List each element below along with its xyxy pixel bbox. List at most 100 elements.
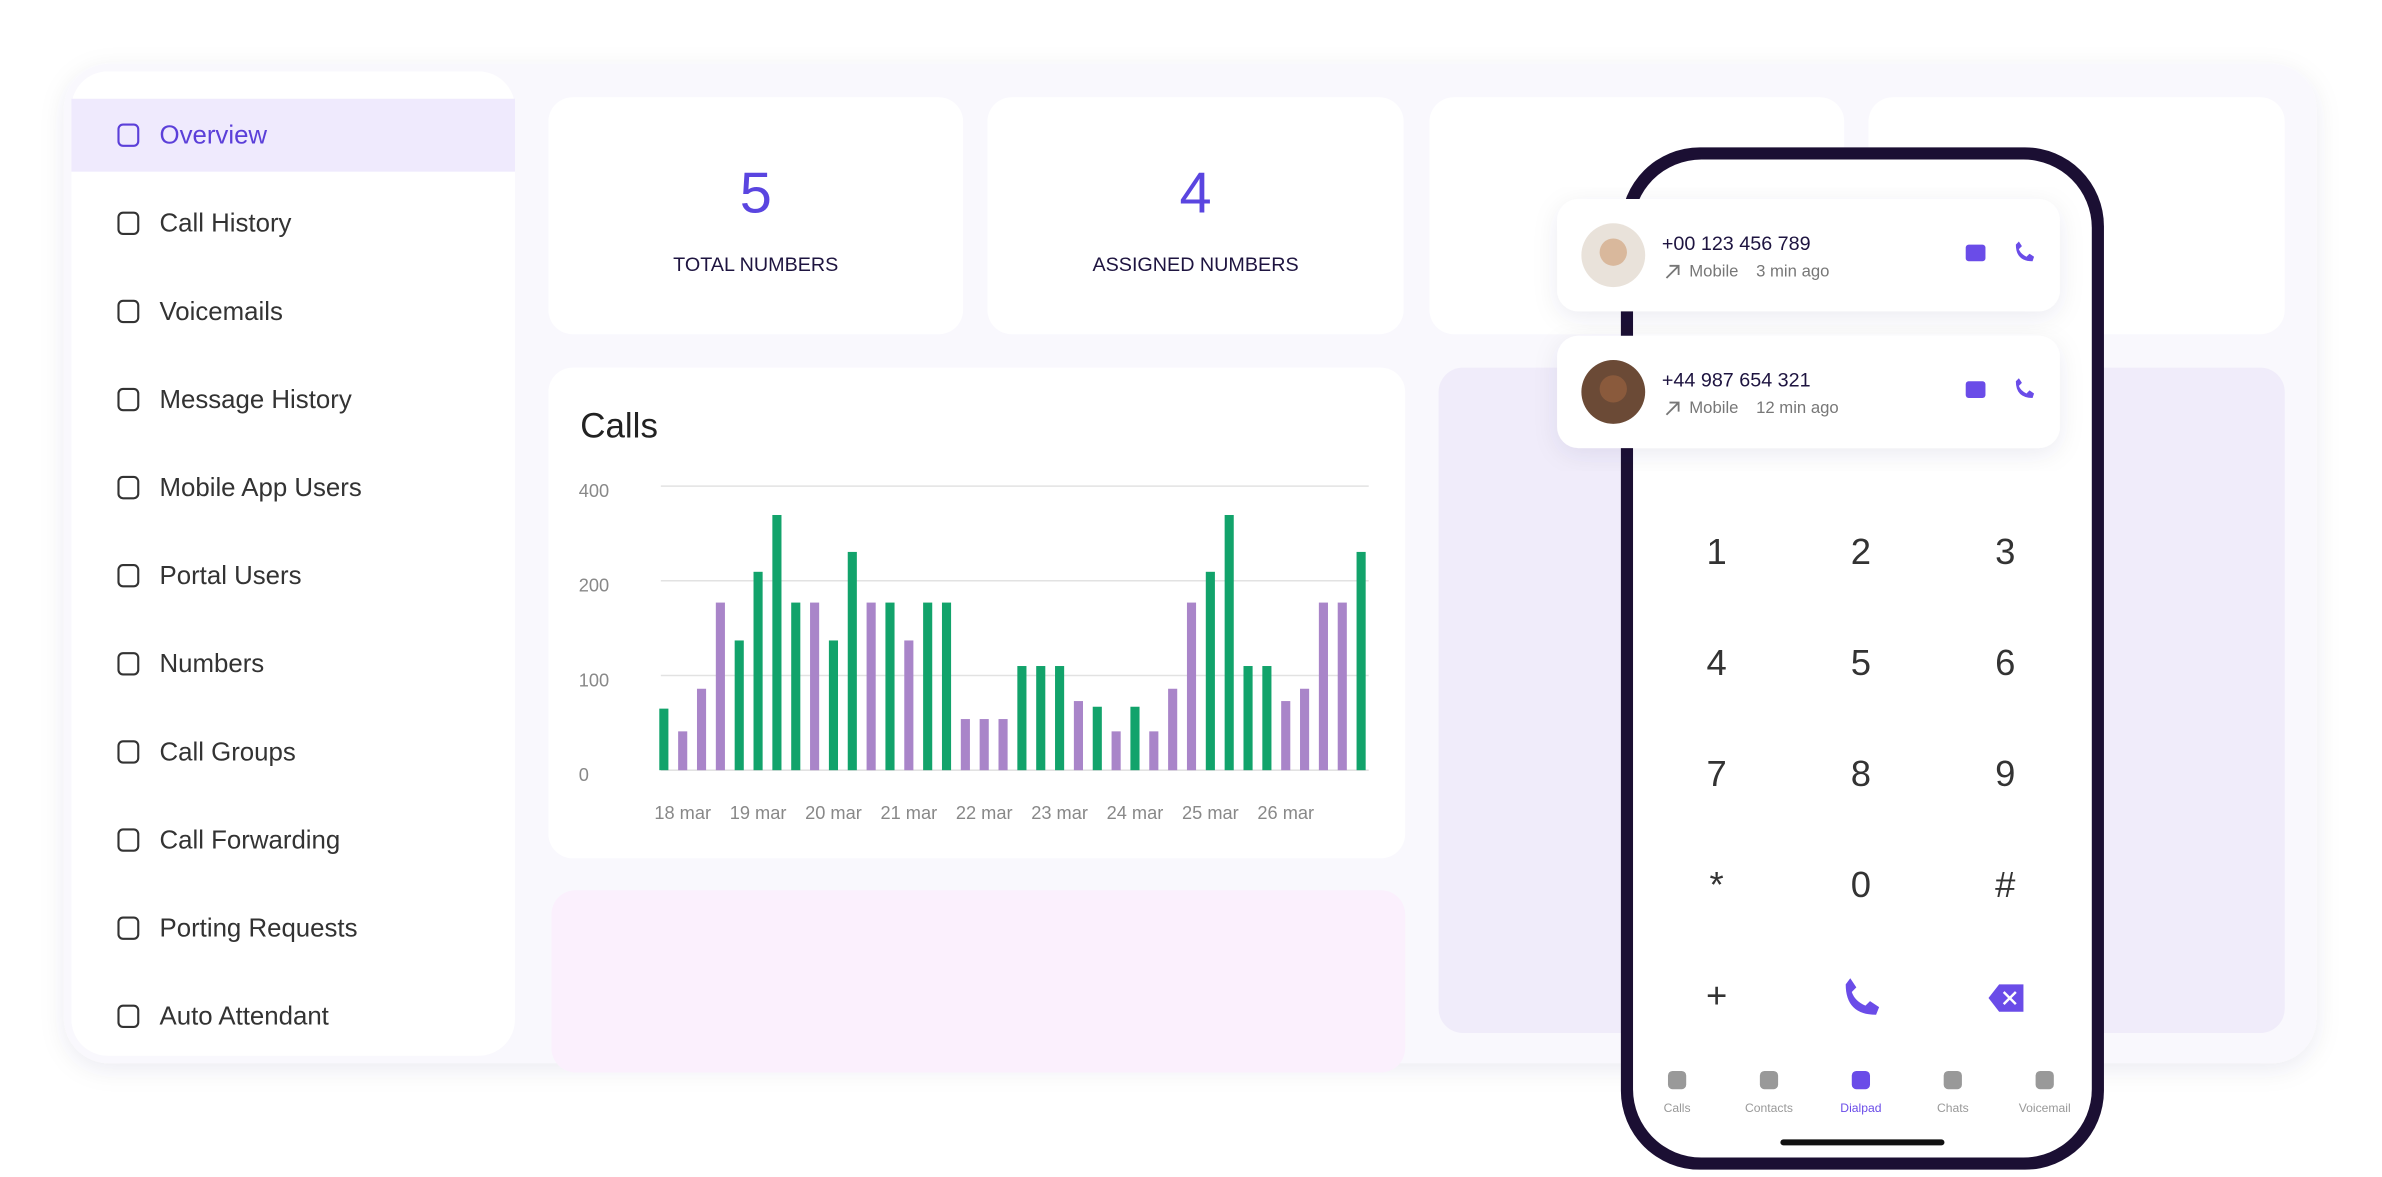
nav-icon bbox=[1759, 1070, 1779, 1090]
menu-label: Voicemails bbox=[160, 298, 283, 326]
dial-key[interactable]: 2 bbox=[1851, 531, 1871, 572]
sidebar-item[interactable]: Voicemails bbox=[117, 298, 283, 326]
dial-key[interactable]: 9 bbox=[1995, 753, 2015, 794]
y-tick-label: 100 bbox=[579, 670, 609, 690]
backspace-button[interactable] bbox=[1988, 984, 2024, 1012]
nav-label: Chats bbox=[1937, 1101, 1969, 1115]
nav-icon bbox=[1851, 1070, 1871, 1090]
bar bbox=[1281, 701, 1291, 771]
pink-card bbox=[551, 890, 1406, 1073]
dial-key[interactable]: 1 bbox=[1706, 531, 1726, 572]
sidebar-item[interactable]: Portal Users bbox=[117, 562, 302, 590]
sidebar bbox=[71, 71, 515, 1056]
stat-label: TOTAL NUMBERS bbox=[673, 254, 838, 276]
sidebar-item[interactable]: Porting Requests bbox=[117, 915, 358, 943]
x-tick-label: 23 mar bbox=[1031, 803, 1088, 823]
bar bbox=[960, 719, 970, 771]
sidebar-item[interactable]: Overview bbox=[71, 98, 515, 172]
sidebar-item[interactable]: Mobile App Users bbox=[117, 474, 362, 502]
contact-type: Mobile bbox=[1689, 398, 1738, 417]
menu-icon bbox=[117, 916, 140, 940]
sidebar-item[interactable]: Call Forwarding bbox=[117, 826, 340, 854]
x-tick-label: 25 mar bbox=[1182, 803, 1239, 823]
call-direction bbox=[1665, 264, 1680, 279]
y-tick-label: 400 bbox=[579, 481, 609, 501]
dial-key[interactable]: 5 bbox=[1851, 642, 1871, 683]
menu-icon bbox=[117, 123, 140, 147]
call-button[interactable] bbox=[2015, 378, 2035, 399]
contact-card[interactable]: +00 123 456 789 Mobile 3 min ago bbox=[1557, 199, 2060, 312]
nav-label: Dialpad bbox=[1840, 1101, 1881, 1115]
x-tick-label: 26 mar bbox=[1257, 803, 1314, 823]
dial-key[interactable]: # bbox=[1995, 864, 2016, 905]
sidebar-item[interactable]: Call History bbox=[117, 210, 292, 238]
call-button[interactable] bbox=[2015, 241, 2035, 262]
menu-label: Porting Requests bbox=[160, 915, 358, 943]
bar bbox=[1205, 571, 1215, 771]
menu-icon bbox=[117, 211, 140, 236]
dial-call-button[interactable] bbox=[1845, 978, 1880, 1015]
menu-icon bbox=[117, 475, 140, 500]
stat-card bbox=[548, 97, 964, 335]
x-tick-label: 20 mar bbox=[805, 803, 862, 823]
menu-label: Overview bbox=[160, 122, 268, 150]
nav-item[interactable]: Chats bbox=[1937, 1070, 1969, 1115]
nav-item[interactable]: Voicemail bbox=[2019, 1070, 2071, 1115]
x-tick-label: 18 mar bbox=[654, 803, 711, 823]
x-tick-label: 21 mar bbox=[880, 803, 937, 823]
bar bbox=[1318, 602, 1328, 771]
sidebar-item[interactable]: Numbers bbox=[117, 650, 264, 678]
stat-value: 4 bbox=[1179, 162, 1211, 226]
dial-key[interactable]: + bbox=[1706, 975, 1727, 1016]
bar bbox=[998, 719, 1008, 771]
bar bbox=[1224, 514, 1234, 771]
nav-label: Contacts bbox=[1745, 1101, 1793, 1115]
card-bg bbox=[1557, 199, 2060, 312]
dial-key[interactable]: 3 bbox=[1995, 531, 2015, 572]
x-tick-label: 22 mar bbox=[956, 803, 1013, 823]
sidebar-item[interactable]: Auto Attendant bbox=[117, 1003, 329, 1031]
bar bbox=[753, 571, 763, 771]
sidebar-item[interactable]: Call Groups bbox=[117, 738, 296, 766]
contact-time: 12 min ago bbox=[1756, 398, 1839, 417]
nav-label: Voicemail bbox=[2019, 1101, 2071, 1115]
menu-label: Message History bbox=[160, 386, 352, 414]
phone: +00 123 456 789 Mobile 3 min ago +44 987 65… bbox=[1557, 147, 2104, 1170]
bar bbox=[1337, 602, 1347, 771]
bar bbox=[847, 551, 857, 771]
nav-item[interactable]: Contacts bbox=[1745, 1070, 1793, 1115]
dial-key[interactable]: * bbox=[1709, 864, 1723, 905]
bar bbox=[866, 602, 876, 771]
nav-item[interactable]: Calls bbox=[1664, 1070, 1691, 1115]
backspace-x bbox=[2002, 991, 2017, 1005]
nav-item[interactable]: Dialpad bbox=[1840, 1070, 1881, 1115]
nav-icon bbox=[1943, 1070, 1962, 1090]
message-button[interactable] bbox=[1965, 244, 1986, 262]
bar bbox=[1036, 666, 1046, 771]
bar bbox=[941, 602, 952, 771]
chart-title: Calls bbox=[580, 407, 658, 446]
message-button[interactable] bbox=[1965, 381, 1986, 399]
menu-icon bbox=[117, 564, 140, 588]
bar bbox=[1262, 666, 1272, 771]
bar bbox=[828, 640, 839, 771]
bar bbox=[1092, 706, 1102, 771]
active-highlight bbox=[71, 98, 515, 172]
dial-key[interactable]: 7 bbox=[1706, 753, 1726, 794]
menu-icon bbox=[117, 387, 140, 412]
dial-key[interactable]: 0 bbox=[1851, 864, 1871, 905]
sidebar-item[interactable]: Message History bbox=[117, 386, 352, 414]
bar bbox=[1300, 688, 1310, 771]
bar bbox=[696, 688, 707, 771]
bar bbox=[791, 602, 801, 771]
avatar-face bbox=[1599, 375, 1627, 403]
contact-card[interactable]: +44 987 654 321 Mobile 12 min ago bbox=[1557, 335, 2060, 449]
dial-key[interactable]: 4 bbox=[1706, 642, 1726, 683]
dial-key[interactable]: 6 bbox=[1995, 642, 2015, 683]
dial-key[interactable]: 8 bbox=[1851, 753, 1871, 794]
bar bbox=[904, 640, 914, 771]
y-tick-label: 0 bbox=[579, 765, 589, 785]
